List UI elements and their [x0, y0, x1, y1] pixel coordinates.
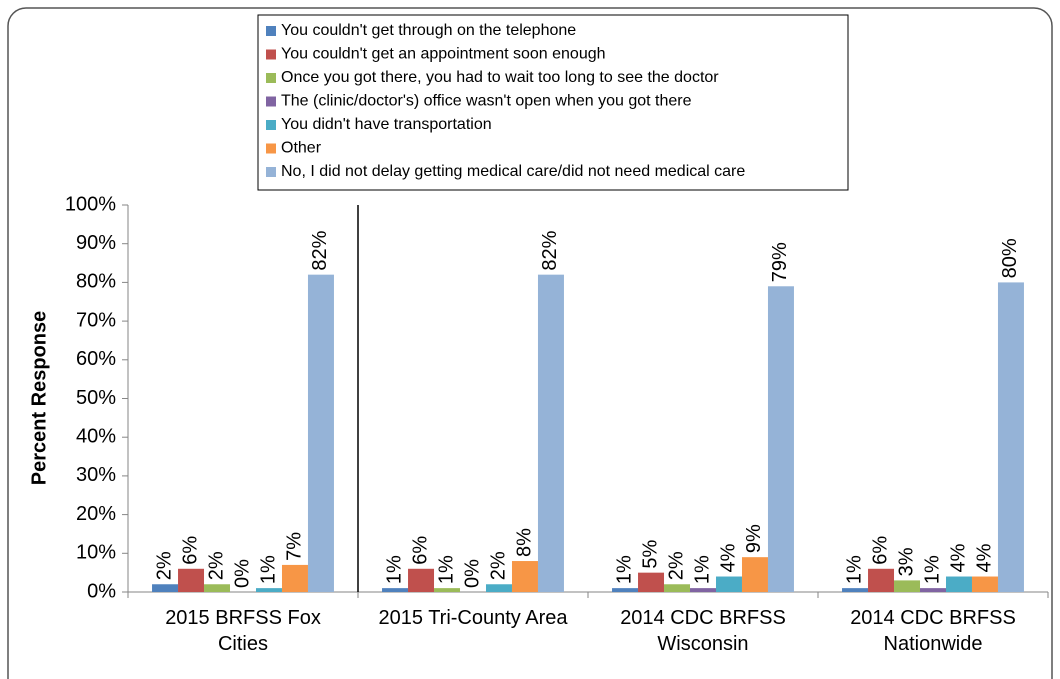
value-label: 0%: [461, 559, 483, 588]
bar: [307, 274, 334, 592]
bar: [868, 568, 895, 592]
y-tick-label: 80%: [76, 271, 116, 293]
bar: [638, 572, 665, 592]
legend-swatch: [266, 167, 276, 177]
value-label: 1%: [613, 555, 635, 584]
bar: [767, 286, 794, 592]
bar: [511, 561, 538, 592]
x-tick-label: 2015 BRFSS Fox Cities: [165, 607, 321, 655]
y-axis-title: Percent Response: [28, 311, 50, 486]
legend-label: You couldn't get through on the telephon…: [281, 22, 576, 39]
value-label: 80%: [999, 238, 1021, 278]
legend-swatch: [266, 143, 276, 154]
legend-label: Other: [281, 140, 322, 157]
y-tick-label: 40%: [76, 425, 116, 447]
legend-box: [257, 14, 849, 191]
value-label: 6%: [869, 536, 891, 565]
bar: [971, 576, 998, 592]
y-tick-label: 90%: [76, 232, 116, 254]
value-label: 0%: [231, 559, 253, 588]
value-label: 3%: [895, 547, 917, 576]
value-label: 4%: [947, 543, 969, 572]
bar: [281, 564, 308, 592]
value-label: 1%: [843, 555, 865, 584]
bar: [178, 568, 205, 592]
value-label: 1%: [921, 555, 943, 584]
legend-label: No, I did not delay getting medical care…: [281, 163, 745, 180]
value-label: 4%: [973, 543, 995, 572]
value-label: 82%: [309, 230, 331, 270]
legend-swatch: [266, 26, 276, 36]
legend-swatch: [266, 73, 276, 83]
y-tick-label: 60%: [76, 348, 116, 370]
bar: [920, 588, 946, 592]
y-tick-label: 30%: [76, 464, 116, 486]
y-tick-label: 20%: [76, 503, 116, 525]
bar: [434, 588, 461, 592]
bar: [612, 588, 639, 592]
value-label: 8%: [513, 528, 535, 557]
x-tick-label: 2014 CDC BRFSS Wisconsin: [620, 607, 786, 655]
value-label: 6%: [179, 536, 201, 565]
bar: [997, 282, 1024, 592]
value-label: 1%: [435, 555, 457, 584]
value-label: 79%: [769, 242, 791, 282]
legend-label: You couldn't get an appointment soon eno…: [281, 46, 606, 63]
y-tick-label: 100%: [65, 193, 116, 215]
x-tick-label: 2014 CDC BRFSS Nationwide: [850, 607, 1016, 655]
value-label: 6%: [409, 536, 431, 565]
bar: [842, 588, 869, 592]
bar: [715, 576, 742, 592]
legend-swatch: [266, 49, 276, 60]
x-tick-label: 2015 Tri-County Area: [378, 607, 568, 629]
bar: [485, 584, 512, 592]
value-label: 82%: [539, 230, 561, 270]
value-label: 1%: [383, 555, 405, 584]
bar: [894, 580, 921, 592]
legend-swatch: [266, 120, 276, 130]
bar: [690, 588, 716, 592]
bar: [537, 274, 564, 592]
value-label: 7%: [283, 532, 305, 561]
bar: [204, 584, 231, 592]
legend-swatch: [266, 96, 276, 107]
value-label: 2%: [205, 551, 227, 580]
value-label: 2%: [665, 551, 687, 580]
y-tick-label: 0%: [87, 580, 116, 602]
y-tick-label: 50%: [76, 387, 116, 409]
bar: [664, 584, 691, 592]
value-label: 5%: [639, 540, 661, 569]
bar: [382, 588, 409, 592]
bar: [152, 584, 179, 592]
legend-label: Once you got there, you had to wait too …: [281, 69, 719, 86]
bar: [255, 588, 282, 592]
value-label: 2%: [487, 551, 509, 580]
value-label: 4%: [717, 543, 739, 572]
y-tick-label: 70%: [76, 309, 116, 331]
value-label: 9%: [743, 524, 765, 553]
value-label: 1%: [691, 555, 713, 584]
bar: [741, 557, 768, 592]
value-label: 1%: [257, 555, 279, 584]
y-tick-label: 10%: [76, 542, 116, 564]
value-label: 2%: [153, 551, 175, 580]
legend-label: The (clinic/doctor's) office wasn't open…: [281, 93, 692, 110]
bar: [408, 568, 435, 592]
bar: [945, 576, 972, 592]
legend-label: You didn't have transportation: [281, 116, 492, 133]
